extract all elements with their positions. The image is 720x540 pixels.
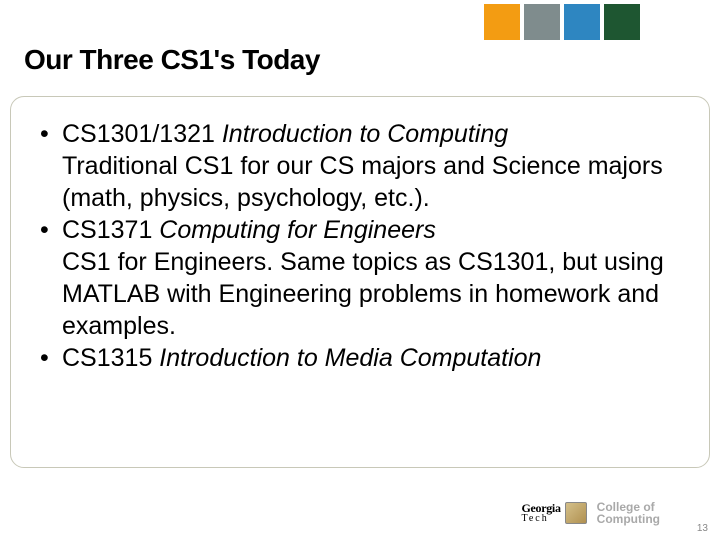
bullet-item: • CS1315 Introduction to Media Computati…	[40, 342, 680, 374]
bullet-text: CS1315 Introduction to Media Computation	[62, 342, 680, 374]
bullet-marker: •	[40, 118, 62, 214]
bullet-marker: •	[40, 342, 62, 374]
course-title: Introduction to Computing	[222, 120, 508, 148]
content-body: • CS1301/1321 Introduction to Computing …	[40, 118, 680, 374]
bullet-marker: •	[40, 214, 62, 342]
header-tile	[564, 4, 600, 40]
bullet-item: • CS1371 Computing for Engineers CS1 for…	[40, 214, 680, 342]
header-tile	[604, 4, 640, 40]
bullet-item: • CS1301/1321 Introduction to Computing …	[40, 118, 680, 214]
course-title: Computing for Engineers	[159, 216, 436, 244]
footer-logos: Georgia Tech College of Computing	[521, 501, 660, 526]
georgia-tech-logo: Georgia Tech	[521, 502, 586, 525]
header-tile	[524, 4, 560, 40]
gt-logo-text: Georgia Tech	[521, 502, 560, 525]
course-title: Introduction to Media Computation	[159, 344, 541, 372]
bullet-text: CS1301/1321 Introduction to Computing Tr…	[62, 118, 680, 214]
slide-title: Our Three CS1's Today	[24, 44, 696, 76]
bullet-text: CS1371 Computing for Engineers CS1 for E…	[62, 214, 680, 342]
header-tile-strip	[484, 4, 640, 40]
course-desc: Traditional CS1 for our CS majors and Sc…	[62, 152, 663, 212]
gt-seal-icon	[565, 502, 587, 524]
coc-line2: Computing	[597, 513, 660, 526]
gt-line2: Tech	[521, 514, 560, 525]
title-area: Our Three CS1's Today	[24, 44, 696, 76]
course-code: CS1301/1321	[62, 120, 222, 148]
course-code: CS1371	[62, 216, 159, 244]
course-desc: CS1 for Engineers. Same topics as CS1301…	[62, 248, 664, 340]
college-of-computing-logo: College of Computing	[597, 501, 660, 526]
header-tile	[484, 4, 520, 40]
page-number: 13	[697, 523, 708, 534]
course-code: CS1315	[62, 344, 159, 372]
